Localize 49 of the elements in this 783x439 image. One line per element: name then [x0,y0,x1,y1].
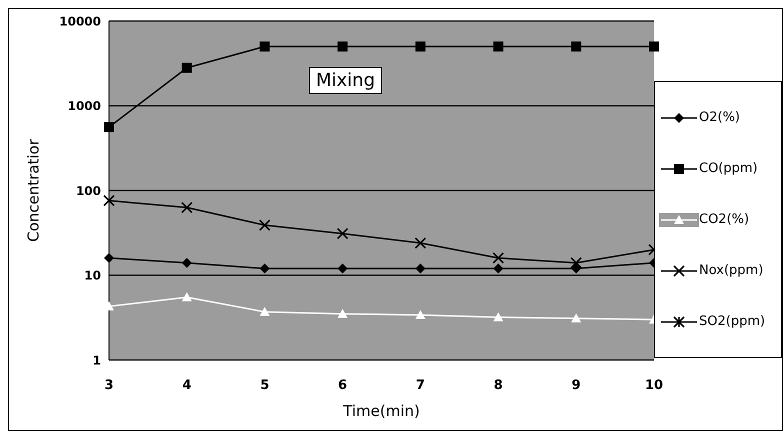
point [415,310,426,319]
point [492,252,504,264]
y-tick-label: 1000 [68,99,101,114]
point [182,62,192,73]
point [104,252,114,263]
point [571,264,582,274]
point [103,194,115,206]
point [649,42,659,52]
x-tick-label: 7 [416,378,425,394]
y-tick-label: 100 [76,184,101,198]
point [260,306,270,316]
point [571,42,582,52]
point [181,202,193,214]
y-tick-label: 10 [84,268,101,283]
x-tick-label: 10 [644,378,664,394]
point [258,219,271,231]
point [338,308,348,318]
y-axis-title: Concentratior [24,138,42,242]
x-tick-label: 9 [572,378,581,394]
point [415,264,426,274]
point [338,42,348,52]
point [570,257,582,269]
point [260,264,270,274]
annotation: Mixing [309,67,382,94]
point [571,313,582,322]
point [493,312,504,322]
legend-label: O2(%) [699,110,740,125]
x-axis-title: Time(min) [342,402,420,420]
legend-label: CO(ppm) [699,161,758,176]
x-tick-label: 6 [338,378,348,394]
x-tick-label: 5 [260,378,270,394]
point [182,292,192,302]
point [104,122,114,132]
point [182,258,192,268]
point [260,42,270,52]
y-tick-label: 10000 [59,14,101,28]
point [338,264,348,274]
x-tick-label: 4 [182,378,192,394]
x-tick-label: 3 [104,378,114,394]
legend-label: SO2(ppm) [699,314,766,329]
point [493,42,504,52]
point [493,264,504,274]
legend-label: CO2(%) [699,212,750,227]
y-tick-label: 1 [92,353,101,368]
point [414,237,426,249]
x-tick-label: 8 [494,378,503,394]
legend-label: Nox(ppm) [699,263,764,278]
point [336,228,348,240]
point [415,42,426,52]
